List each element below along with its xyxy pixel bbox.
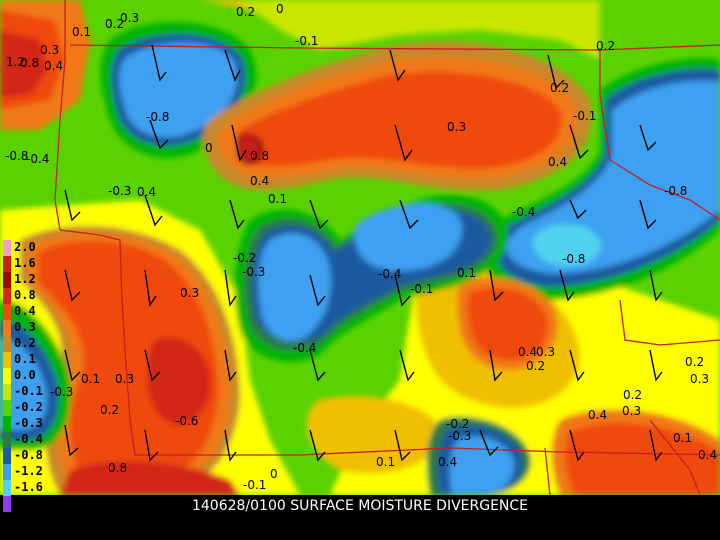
contour-label: 0 bbox=[205, 141, 213, 155]
contour-label: 0.1 bbox=[81, 372, 100, 386]
contour-label: 0.2 bbox=[526, 359, 545, 373]
legend-swatch bbox=[3, 288, 11, 304]
contour-label: 0.3 bbox=[115, 372, 134, 386]
legend-label: 0.1 bbox=[14, 352, 36, 366]
legend-label: 0.0 bbox=[14, 368, 36, 382]
contour-label: 0.3 bbox=[690, 372, 709, 386]
contour-label: 0.8 bbox=[108, 461, 127, 475]
legend-swatch bbox=[3, 384, 11, 400]
legend-swatch bbox=[3, 400, 11, 416]
map-caption: 140628/0100 SURFACE MOISTURE DIVERGENCE bbox=[191, 498, 529, 514]
contour-label: 0.2 bbox=[623, 388, 642, 402]
contour-label: -0.3 bbox=[242, 265, 265, 279]
legend-swatch bbox=[3, 272, 11, 288]
contour-label: 0.4 bbox=[44, 59, 63, 73]
contour-label: 0.8 bbox=[20, 56, 39, 70]
contour-label: 0.4 bbox=[438, 455, 457, 469]
legend-swatch bbox=[3, 336, 11, 352]
contour-label: 0.1 bbox=[72, 25, 91, 39]
legend-swatch bbox=[3, 432, 11, 448]
contour-label: -0.2 bbox=[446, 417, 469, 431]
contour-label: -0.1 bbox=[573, 109, 596, 123]
contour-label: 0.1 bbox=[268, 192, 287, 206]
legend-label: 0.3 bbox=[14, 320, 36, 334]
contour-label: -0.4 bbox=[378, 267, 401, 281]
contour-label: 0.1 bbox=[376, 455, 395, 469]
contour-label: -0.1 bbox=[295, 34, 318, 48]
contour-label: -0.8 bbox=[146, 110, 169, 124]
contour-label: -0.2 bbox=[233, 251, 256, 265]
legend-label: -1.2 bbox=[14, 464, 43, 478]
legend-swatch bbox=[3, 368, 11, 384]
contour-label: 0.3 bbox=[40, 43, 59, 57]
legend-swatch bbox=[3, 256, 11, 272]
legend-swatch bbox=[3, 240, 11, 256]
legend-label: 1.6 bbox=[14, 256, 36, 270]
legend-label: 2.0 bbox=[14, 240, 36, 254]
contour-label: 0.2 bbox=[100, 403, 119, 417]
contour-label: 0.1 bbox=[673, 431, 692, 445]
contour-label: 0.2 bbox=[685, 355, 704, 369]
contour-label: -0.8 bbox=[664, 184, 687, 198]
legend-label: 0.8 bbox=[14, 288, 36, 302]
contour-label: 0.3 bbox=[622, 404, 641, 418]
contour-label: 0.3 bbox=[536, 345, 555, 359]
legend-label: -0.2 bbox=[14, 400, 43, 414]
contour-label: 0.4 bbox=[698, 448, 717, 462]
moisture-divergence-map: 0.30.20.10.2 00.31.20.8 0.4-0.1-0.8-0.8-0.… bbox=[0, 0, 720, 495]
contour-label: 0.4 bbox=[588, 408, 607, 422]
contour-label: -0.8 bbox=[562, 252, 585, 266]
legend-label: -0.8 bbox=[14, 448, 43, 462]
contour-label: 0.2 bbox=[236, 5, 255, 19]
legend-label: -0.4 bbox=[14, 432, 43, 446]
contour-labels: 0.30.20.10.2 00.31.20.8 0.4-0.1-0.8-0.8-0.… bbox=[5, 2, 717, 492]
legend-swatch bbox=[3, 496, 11, 512]
contour-label: 0 bbox=[270, 467, 278, 481]
contour-label: -0.3 bbox=[448, 429, 471, 443]
legend-label: 0.2 bbox=[14, 336, 36, 350]
contour-label: 0.4 bbox=[137, 185, 156, 199]
contour-label: 0.4 bbox=[518, 345, 537, 359]
contour-label: 0.2 bbox=[550, 81, 569, 95]
contour-label: 0.2 bbox=[105, 17, 124, 31]
legend-swatch bbox=[3, 464, 11, 480]
legend-swatch bbox=[3, 320, 11, 336]
contour-label: 0.8 bbox=[250, 149, 269, 163]
contour-label: 0.4 bbox=[548, 155, 567, 169]
contour-label: -0.6 bbox=[175, 414, 198, 428]
contour-label: -0.8 bbox=[5, 149, 28, 163]
contour-label: -0.1 bbox=[243, 478, 266, 492]
contour-label: -0.4 bbox=[293, 341, 316, 355]
legend-swatch bbox=[3, 480, 11, 496]
legend-label: 1.2 bbox=[14, 272, 36, 286]
contour-label: 0.2 bbox=[596, 39, 615, 53]
wind-barbs bbox=[64, 44, 663, 462]
legend-label: -1.6 bbox=[14, 480, 43, 494]
contour-label: -0.3 bbox=[50, 385, 73, 399]
legend-swatch bbox=[3, 416, 11, 432]
contour-label: 0.3 bbox=[180, 286, 199, 300]
legend-swatch bbox=[3, 352, 11, 368]
legend-label: 0.4 bbox=[14, 304, 36, 318]
legend-swatch bbox=[3, 304, 11, 320]
state-borders bbox=[54, 0, 720, 495]
contour-label: 0.3 bbox=[447, 120, 466, 134]
contour-label: -0.1 bbox=[410, 282, 433, 296]
legend-label: -0.1 bbox=[14, 384, 43, 398]
legend-label: -2.0 bbox=[14, 496, 43, 510]
contour-label: 0.4 bbox=[250, 174, 269, 188]
contour-fill-layer bbox=[0, 0, 720, 495]
contour-label: 0.1 bbox=[457, 266, 476, 280]
contour-label: 0 bbox=[276, 2, 284, 16]
contour-label: 0.3 bbox=[120, 11, 139, 25]
contour-label: -0.4 bbox=[512, 205, 535, 219]
legend-swatch bbox=[3, 448, 11, 464]
color-legend: 2.0 1.6 1.2 0.8 0.4 0.3 0.2 0.1 0.0 -0.1 -0.2 -0.3 -… bbox=[0, 240, 60, 515]
contour-label: -0.3 bbox=[108, 184, 131, 198]
contour-label: -0.4 bbox=[26, 152, 49, 166]
legend-label: -0.3 bbox=[14, 416, 43, 430]
contour-label: 1.2 bbox=[6, 55, 25, 69]
